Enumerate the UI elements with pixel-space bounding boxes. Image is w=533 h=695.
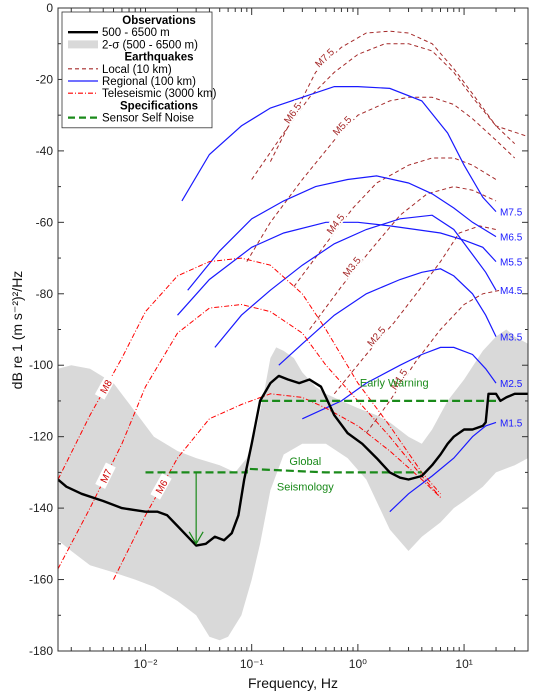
y-tick-label: -160 bbox=[29, 573, 53, 587]
legend-label: Regional (100 km) bbox=[102, 76, 196, 88]
legend-label: Teleseismic (3000 km) bbox=[102, 88, 217, 100]
y-tick-label: -80 bbox=[36, 287, 54, 301]
axes-frame: 0 -20 -40 -60 -80 -100 -120 -140 -160 -180 10⁻² 10⁻… bbox=[29, 1, 529, 671]
y-axis-title: dB re 1 (m s⁻²)²/Hz bbox=[9, 271, 25, 390]
legend-header: Specifications bbox=[120, 100, 198, 112]
regional-label-m6-5: M6.5 bbox=[500, 233, 523, 244]
teleseismic-label-m8-bg bbox=[94, 373, 117, 400]
regional-label-m4-5: M4.5 bbox=[500, 286, 523, 297]
regional-series-m3-5 bbox=[278, 268, 497, 366]
legend-label: Sensor Self Noise bbox=[102, 113, 194, 125]
x-tick-label: 10⁰ bbox=[349, 657, 367, 671]
local-series-m7-5 bbox=[269, 30, 528, 162]
y-tick-label: -100 bbox=[29, 358, 53, 372]
local-label-m7-5-bg bbox=[311, 45, 337, 70]
legend-header: Observations bbox=[122, 15, 196, 27]
annotation-2: Seismology bbox=[277, 481, 334, 493]
local-label-m4-5-bg bbox=[323, 210, 347, 237]
regional-label-m3-5: M3.5 bbox=[500, 333, 523, 344]
regional-series-m7-5 bbox=[181, 86, 497, 213]
y-tick-label: -180 bbox=[29, 644, 53, 658]
regional-label-m1-5: M1.5 bbox=[500, 418, 523, 429]
local-series-m4-5 bbox=[293, 157, 497, 287]
legend-label: 500 - 6500 m bbox=[102, 27, 170, 39]
teleseismic-label-m7-bg bbox=[95, 462, 116, 489]
x-tick-label: 10⁻² bbox=[134, 657, 158, 671]
sensor-noise-line-global bbox=[145, 467, 422, 474]
y-tick-label: -120 bbox=[29, 430, 53, 444]
legend-label: 2-σ (500 - 6500 m) bbox=[102, 39, 198, 51]
annotation-1: Global bbox=[289, 456, 321, 468]
local-series-m6-5 bbox=[251, 43, 516, 180]
regional-label-m2-5: M2.5 bbox=[500, 379, 523, 390]
x-tick-label: 10⁻¹ bbox=[240, 657, 264, 671]
local-series-m3-5 bbox=[309, 186, 497, 330]
arrow-head bbox=[188, 531, 204, 546]
local-label-m5-5-bg bbox=[329, 112, 354, 138]
y-tick-label: -60 bbox=[36, 215, 54, 229]
y-tick-label: -140 bbox=[29, 501, 53, 515]
local-label-m1-5-bg bbox=[387, 365, 410, 393]
local-series-m1-5 bbox=[365, 289, 501, 434]
y-tick-label: -40 bbox=[36, 144, 54, 158]
local-label-m6-5-bg bbox=[280, 99, 304, 126]
y-tick-label: 0 bbox=[46, 1, 53, 15]
series-layer bbox=[58, 30, 528, 580]
teleseismic-series-m7 bbox=[58, 303, 441, 570]
observation-median-line bbox=[58, 374, 528, 547]
x-tick-label: 10¹ bbox=[455, 657, 472, 671]
y-tick-label: -20 bbox=[36, 72, 54, 86]
regional-label-m5-5: M5.5 bbox=[500, 258, 523, 269]
x-axis-title: Frequency, Hz bbox=[248, 675, 338, 691]
teleseismic-label-m6-bg bbox=[150, 473, 172, 500]
regional-series-m1-5 bbox=[389, 421, 497, 513]
local-label-m2-5-bg bbox=[363, 323, 388, 349]
local-series-m2-5 bbox=[333, 225, 497, 395]
annotation-0: Early Warning bbox=[360, 378, 429, 390]
local-label-m3-5-bg bbox=[339, 253, 364, 280]
regional-series-m6-5 bbox=[187, 175, 497, 291]
legend-header: Earthquakes bbox=[124, 52, 193, 64]
regional-series-m2-5 bbox=[302, 346, 497, 420]
legend-swatch bbox=[68, 40, 98, 49]
legend-label: Local (10 km) bbox=[102, 64, 172, 76]
noise-band-2sigma bbox=[58, 329, 528, 641]
regional-series-m4-5 bbox=[214, 214, 497, 348]
regional-series-m5-5 bbox=[177, 221, 497, 316]
noise-band-layer bbox=[58, 329, 528, 641]
regional-label-m7-5: M7.5 bbox=[500, 208, 523, 219]
